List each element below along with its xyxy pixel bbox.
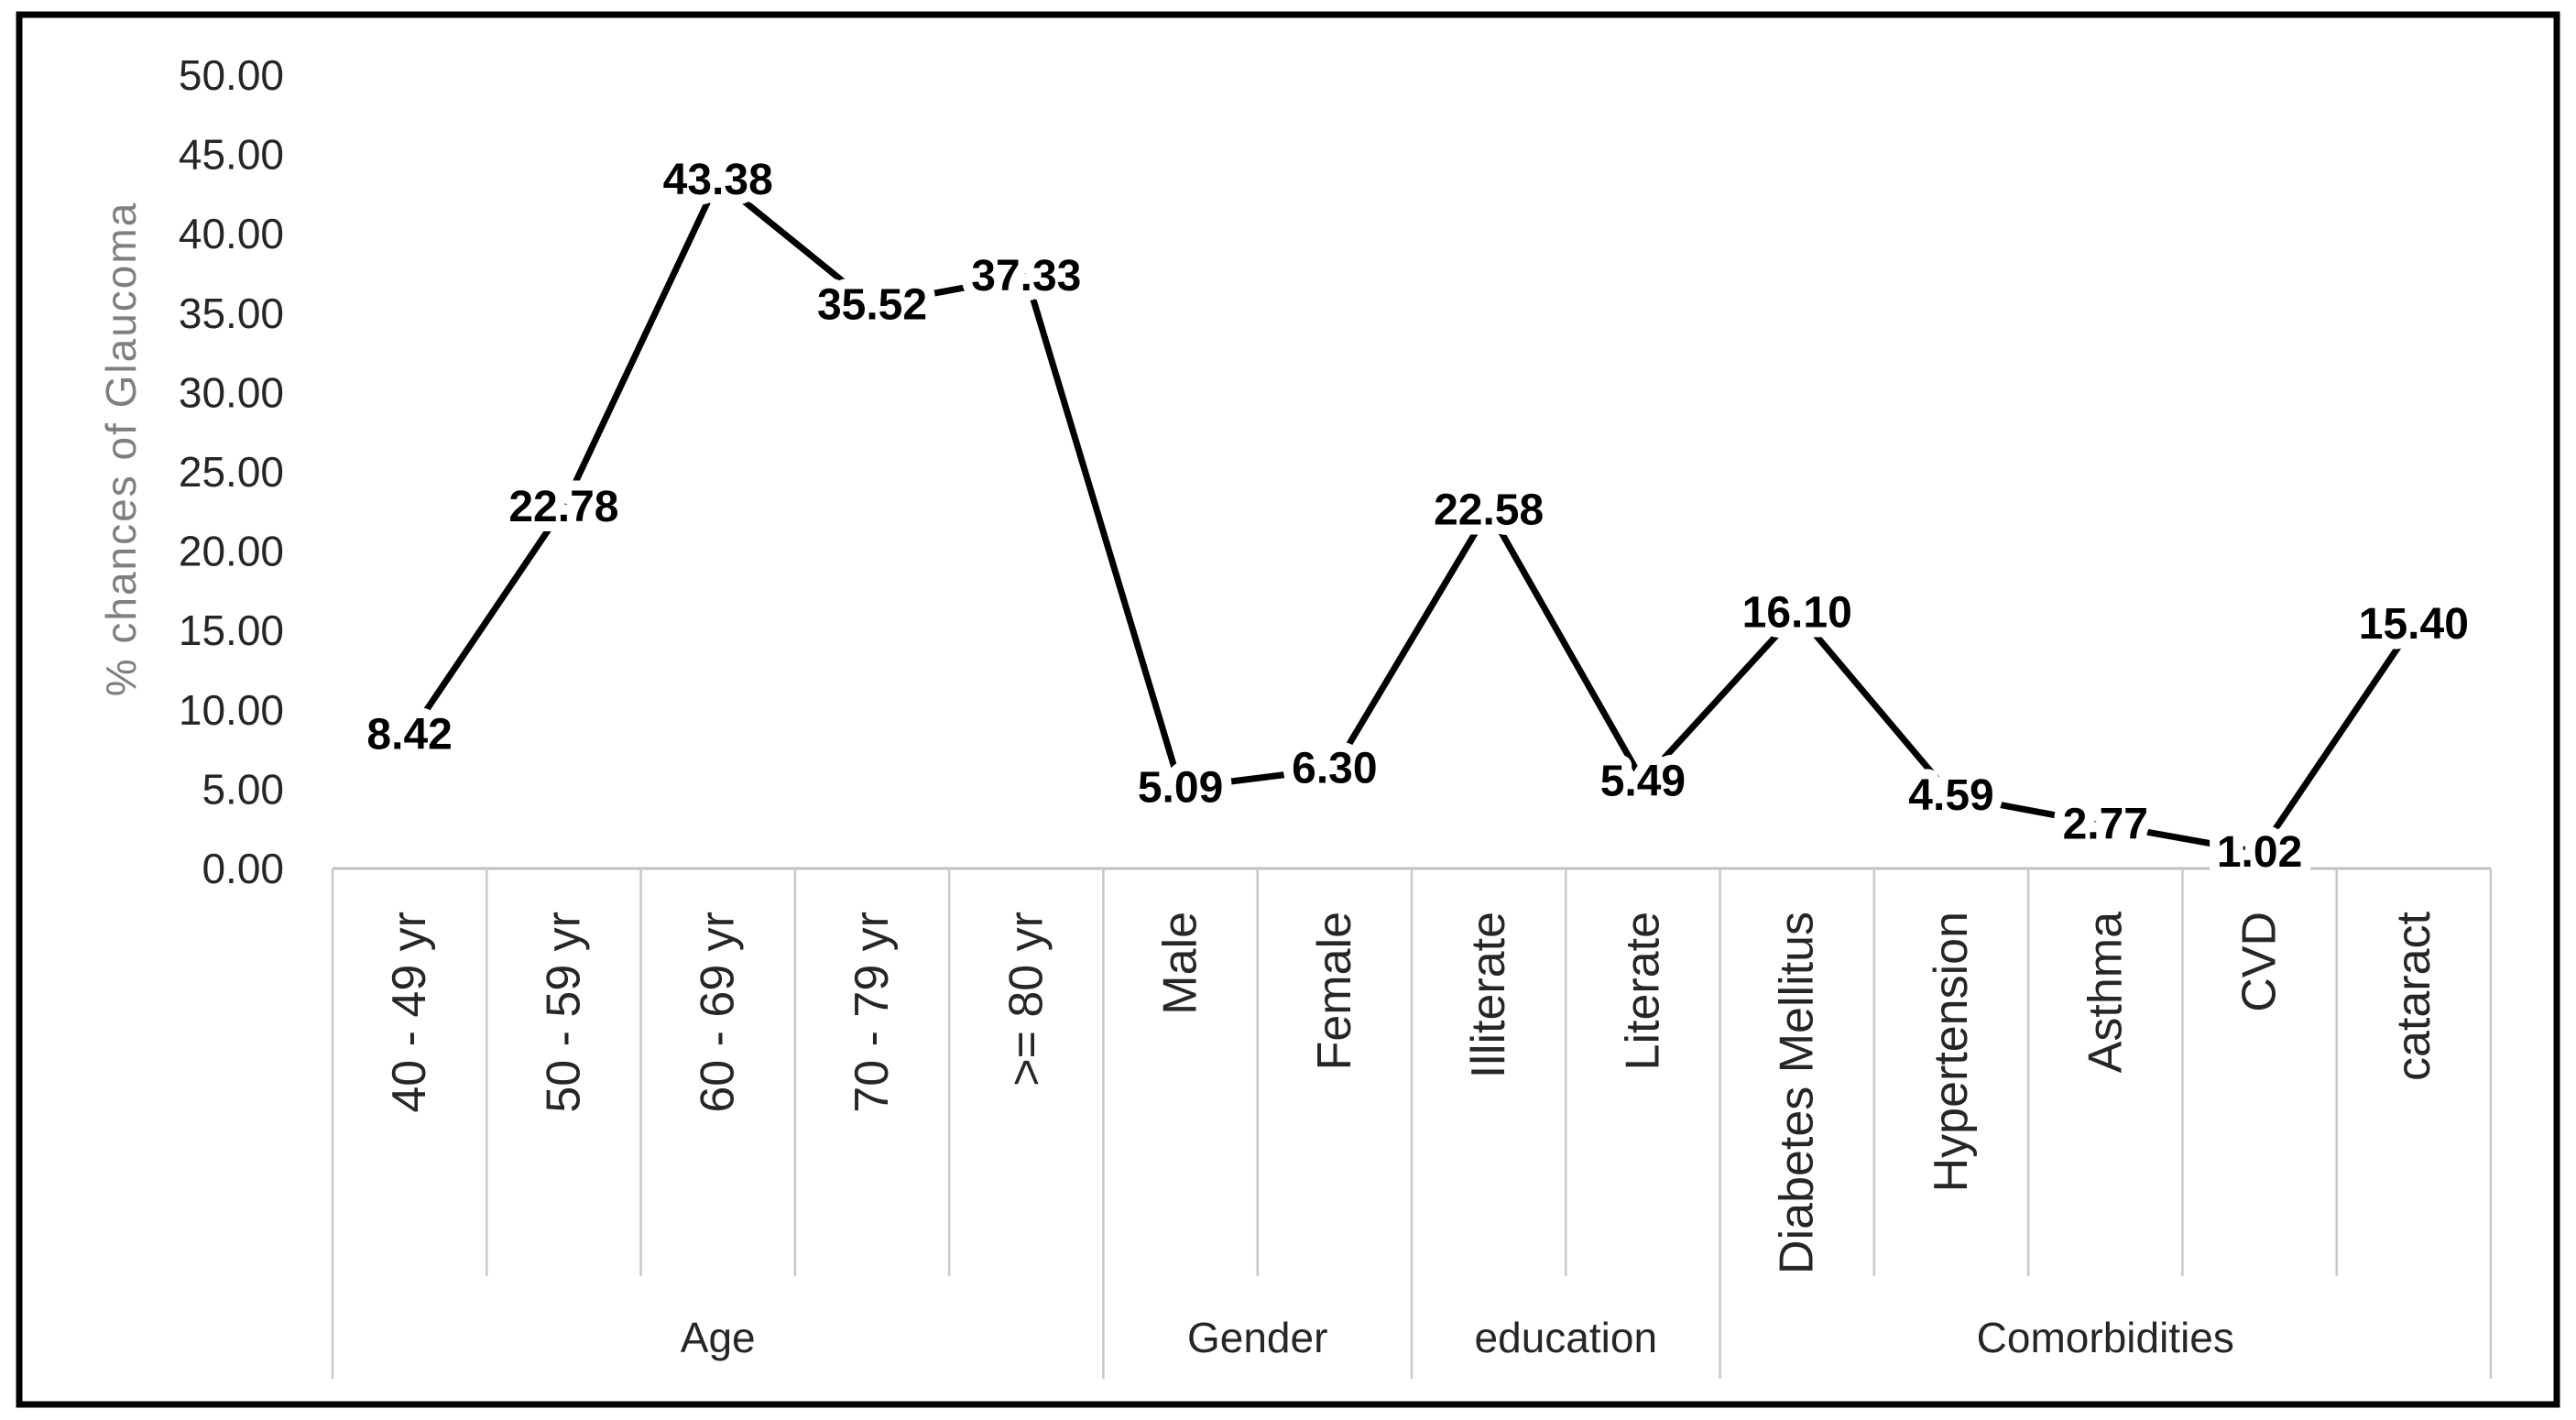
group-label-gender: Gender xyxy=(1187,1314,1327,1361)
data-point-label-11: 2.77 xyxy=(2063,801,2148,849)
data-point-label-3: 35.52 xyxy=(817,280,927,329)
data-line xyxy=(406,177,2418,856)
y-tick-label-2: 40.00 xyxy=(179,210,284,257)
data-point-label-5: 5.09 xyxy=(1138,763,1223,812)
data-point-label-12: 1.02 xyxy=(2217,828,2302,877)
data-point-label-7: 22.58 xyxy=(1434,486,1544,534)
y-tick-label-1: 45.00 xyxy=(179,131,284,179)
data-point-label-6: 6.30 xyxy=(1292,744,1377,792)
y-tick-label-3: 35.00 xyxy=(179,289,284,337)
category-label-8: Literate xyxy=(1616,912,1669,1070)
data-point-label-9: 16.10 xyxy=(1742,589,1852,638)
y-tick-label-8: 10.00 xyxy=(179,686,284,734)
data-point-label-10: 4.59 xyxy=(1908,771,1993,820)
y-tick-label-0: 50.00 xyxy=(179,51,284,99)
category-label-4: >= 80 yr xyxy=(999,912,1053,1087)
category-label-6: Female xyxy=(1308,912,1361,1070)
category-label-10: Hypertension xyxy=(1925,912,1978,1192)
category-label-11: Asthma xyxy=(2079,912,2132,1073)
y-tick-label-4: 30.00 xyxy=(179,368,284,416)
y-tick-label-5: 25.00 xyxy=(179,448,284,496)
data-point-label-0: 8.42 xyxy=(366,711,452,759)
data-point-label-4: 37.33 xyxy=(971,252,1081,300)
category-label-9: Diabetes Mellitus xyxy=(1771,912,1824,1274)
category-label-0: 40 - 49 yr xyxy=(383,912,436,1113)
y-tick-label-7: 15.00 xyxy=(179,606,284,654)
category-label-2: 60 - 69 yr xyxy=(692,912,745,1113)
category-label-12: CVD xyxy=(2233,912,2287,1012)
group-label-education: education xyxy=(1475,1314,1658,1361)
category-label-3: 70 - 79 yr xyxy=(846,912,899,1113)
category-label-7: Illiterate xyxy=(1462,912,1515,1078)
category-label-1: 50 - 59 yr xyxy=(537,912,590,1113)
data-point-label-13: 15.40 xyxy=(2359,600,2469,649)
data-point-label-2: 43.38 xyxy=(663,156,773,204)
y-tick-label-10: 0.00 xyxy=(202,845,284,892)
category-label-13: cataract xyxy=(2387,911,2440,1081)
group-label-comorbidities: Comorbidities xyxy=(1977,1314,2234,1361)
data-point-label-8: 5.49 xyxy=(1600,757,1686,805)
group-label-age: Age xyxy=(681,1314,756,1361)
y-tick-label-6: 20.00 xyxy=(179,528,284,575)
chart-frame xyxy=(16,11,2560,1408)
data-point-label-1: 22.78 xyxy=(508,483,618,531)
y-tick-label-9: 5.00 xyxy=(202,765,284,813)
category-label-5: Male xyxy=(1154,912,1207,1015)
